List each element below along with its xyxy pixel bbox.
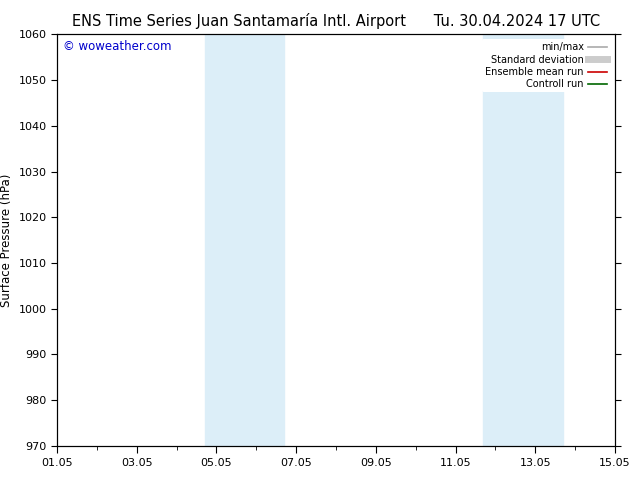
Y-axis label: Surface Pressure (hPa): Surface Pressure (hPa)	[0, 173, 13, 307]
Text: © woweather.com: © woweather.com	[63, 41, 171, 53]
Legend: min/max, Standard deviation, Ensemble mean run, Controll run: min/max, Standard deviation, Ensemble me…	[482, 39, 610, 92]
Bar	[484, 34, 563, 446]
Title: ENS Time Series Juan Santamaría Intl. Airport      Tu. 30.04.2024 17 UTC: ENS Time Series Juan Santamaría Intl. Ai…	[72, 13, 600, 29]
Bar	[205, 34, 284, 446]
